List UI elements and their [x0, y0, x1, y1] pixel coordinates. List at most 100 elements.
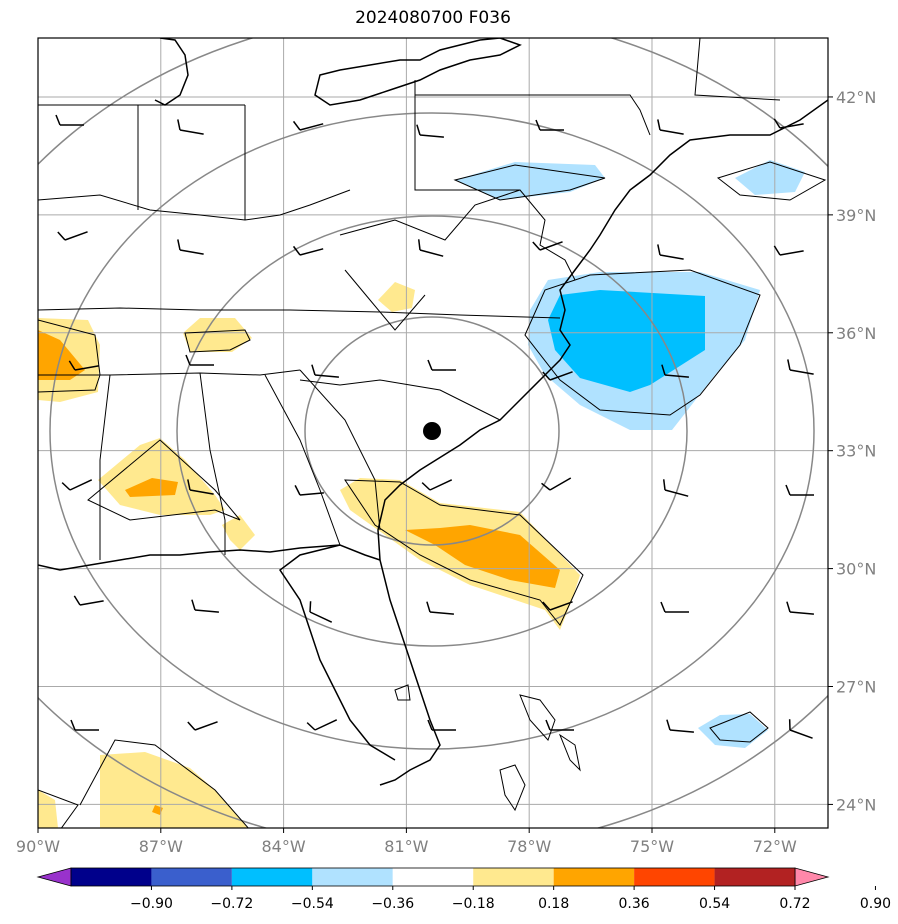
colorbar-label: 0.18 [538, 896, 569, 912]
range-rings [38, 38, 828, 828]
map-frame [37, 37, 829, 829]
wind-barb [426, 601, 454, 615]
wind-barb [787, 359, 814, 375]
longitude-label: 84°W [262, 837, 306, 856]
latitude-label: 36°N [836, 324, 876, 343]
shaded-region [455, 162, 605, 200]
wind-barb [191, 599, 219, 613]
wind-barb [416, 124, 444, 138]
latitude-label: 24°N [836, 795, 876, 814]
colorbar-label: 0.54 [699, 896, 730, 912]
shaded-region [100, 752, 248, 828]
wind-barb [55, 114, 84, 126]
wind-barb [427, 719, 456, 731]
shaded-region [548, 290, 705, 392]
wind-barb [542, 601, 573, 611]
wind-barb [657, 119, 684, 135]
wind-barb [788, 719, 813, 739]
wind-barb [773, 245, 804, 256]
wind-barb [294, 485, 324, 496]
range-ring [304, 316, 560, 546]
colorbar-tick-labels: −0.90 −0.72 −0.54 −0.36 −0.18 0.18 0.36 0.54 0.7… [130, 886, 891, 912]
gridlines [38, 38, 828, 828]
wind-barb [545, 719, 574, 731]
colorbar-cell [151, 868, 232, 886]
wind-barb [309, 601, 333, 623]
longitude-label: 78°W [507, 837, 551, 856]
colorbar-extend-high [794, 867, 830, 887]
longitude-label: 72°W [753, 837, 797, 856]
wind-barb [70, 719, 99, 731]
wind-barb [535, 119, 564, 131]
wind-barbs [55, 114, 814, 739]
wind-barb [657, 244, 684, 260]
latitude-label: 39°N [836, 206, 876, 225]
map-title: 2024080700 F036 [355, 8, 511, 28]
colorbar-cell [71, 868, 152, 886]
wind-barb [187, 479, 214, 495]
shaded-region [38, 790, 58, 828]
map-panel: 90°W 87°W 84°W 81°W 78°W 75°W 72°W 42°N 39°N 36°… [16, 37, 876, 856]
range-ring [176, 215, 688, 647]
wind-barb [541, 477, 572, 491]
wind-barb [311, 364, 339, 378]
latitude-label: 27°N [836, 678, 876, 697]
wind-barb [177, 119, 204, 135]
longitude-tick-labels: 90°W 87°W 84°W 81°W 78°W 75°W 72°W [16, 828, 797, 856]
colorbar-cell [634, 868, 715, 886]
wind-barb [73, 595, 104, 606]
colorbar-extend-low [36, 867, 72, 887]
center-marker [423, 422, 441, 440]
colorbar-label: −0.54 [291, 896, 334, 912]
longitude-label: 87°W [139, 837, 183, 856]
wind-barb [177, 239, 204, 255]
colorbar-cell [231, 868, 313, 886]
colorbar-cell [714, 868, 795, 886]
wind-barb [185, 354, 214, 366]
shaded-region [405, 525, 560, 588]
colorbar-label: 0.36 [619, 896, 650, 912]
wind-barb [187, 721, 218, 731]
wind-barb [417, 239, 444, 257]
colorbar-cell [312, 868, 393, 886]
range-ring [49, 112, 815, 750]
longitude-label: 75°W [630, 837, 674, 856]
wind-barb [61, 479, 93, 491]
longitude-label: 81°W [384, 837, 428, 856]
colorbar-cell [553, 868, 635, 886]
wind-barb [427, 359, 456, 371]
colorbar-label: 0.72 [779, 896, 810, 912]
wind-barb [306, 719, 338, 731]
colorbar-label: −0.36 [371, 896, 414, 912]
wind-barb [660, 601, 689, 613]
longitude-label: 90°W [16, 837, 60, 856]
shaded-region [125, 478, 178, 497]
range-ring [38, 38, 828, 828]
wind-barb [773, 118, 804, 129]
shaded-region [222, 515, 255, 550]
wind-barb [532, 241, 563, 251]
wind-barb [292, 245, 324, 256]
wind-barb [57, 231, 88, 241]
wind-barb [421, 479, 453, 491]
shaded-region [98, 438, 225, 515]
latitude-label: 42°N [836, 88, 876, 107]
shaded-region [735, 160, 805, 195]
colorbar-label: −0.90 [130, 896, 173, 912]
wind-barb [786, 601, 814, 615]
colorbar-cell [473, 868, 554, 886]
wind-barb [785, 484, 814, 496]
colorbar-cells [36, 867, 830, 887]
latitude-label: 30°N [836, 560, 876, 579]
wind-barb [542, 371, 573, 381]
shaded-region [183, 318, 252, 352]
latitude-label: 33°N [836, 442, 876, 461]
colorbar-label: −0.72 [210, 896, 253, 912]
colorbar-label: 0.90 [860, 896, 891, 912]
coastlines-and-borders [38, 38, 828, 828]
colorbar-label: −0.18 [452, 896, 495, 912]
shaded-region [152, 805, 163, 815]
shaded-region [378, 282, 415, 312]
latitude-tick-labels: 42°N 39°N 36°N 33°N 30°N 27°N 24°N [828, 88, 876, 814]
wind-barb [68, 360, 99, 371]
